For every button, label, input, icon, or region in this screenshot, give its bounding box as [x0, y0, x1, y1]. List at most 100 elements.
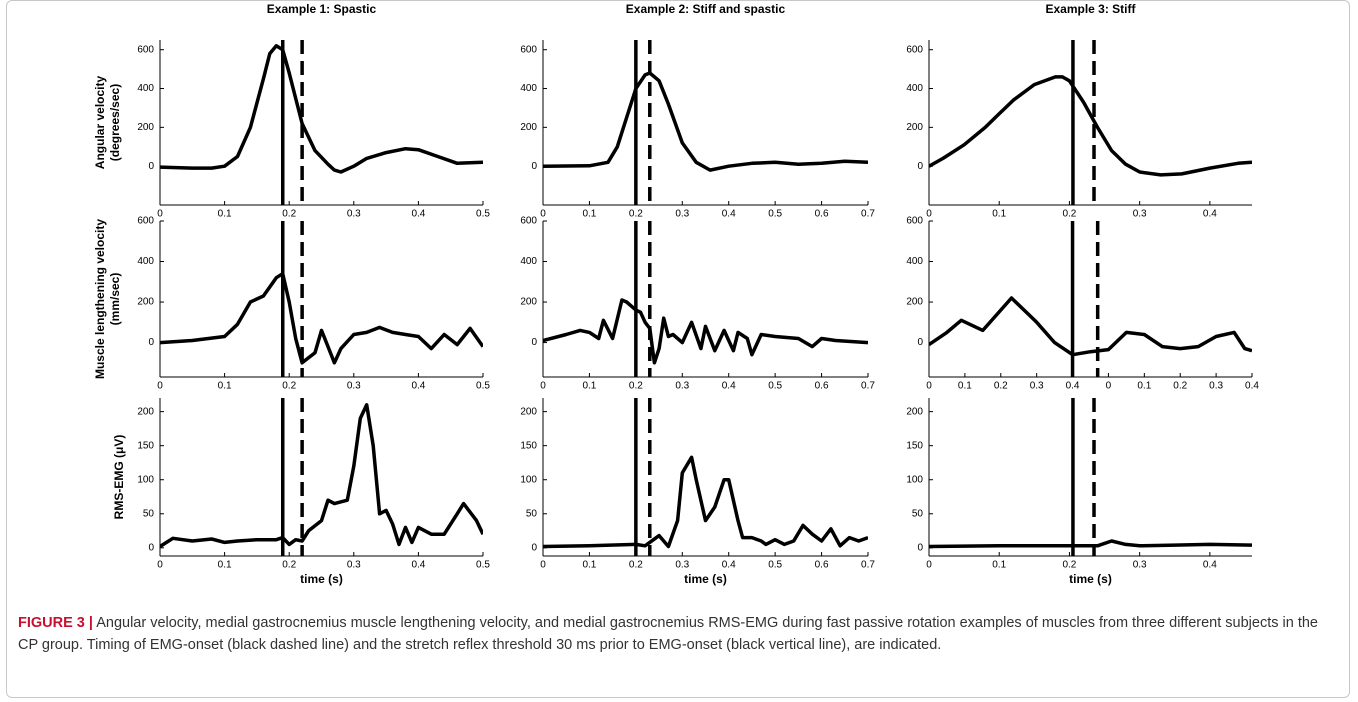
- x-tick-label: 0.5: [768, 209, 782, 220]
- chart-title: Example 2: Stiff and spastic: [626, 2, 786, 16]
- x-tick-label: 0.1: [582, 381, 596, 392]
- x-tick-label: 0.4: [1245, 381, 1259, 392]
- y-tick-label: 0: [531, 542, 537, 553]
- x-tick-label: 0.3: [1133, 560, 1147, 571]
- y-tick-label: 600: [906, 44, 923, 55]
- x-axis-label: time (s): [1069, 572, 1112, 586]
- x-axis-label: time (s): [684, 572, 727, 586]
- y-tick-label: 600: [137, 44, 154, 55]
- y-axis-label: RMS-EMG (μV): [112, 435, 126, 520]
- y-tick-label: 0: [148, 542, 154, 553]
- y-tick-label: 50: [912, 508, 924, 519]
- x-tick-label: 0.4: [411, 209, 425, 220]
- caption-text: Angular velocity, medial gastrocnemius m…: [18, 615, 1318, 653]
- x-tick-label: 0: [540, 560, 546, 571]
- x-tick-label: 0.5: [768, 381, 782, 392]
- y-axis-label: Muscle lengthening velocity: [93, 219, 107, 379]
- y-tick-label: 400: [906, 256, 923, 267]
- x-tick-label: 0: [926, 209, 932, 220]
- y-tick-label: 200: [906, 406, 923, 417]
- x-tick-label: 0.4: [722, 381, 736, 392]
- x-tick-label: 0.3: [1030, 381, 1044, 392]
- y-tick-label: 600: [137, 216, 154, 227]
- y-tick-label: 100: [137, 474, 154, 485]
- data-line: [160, 271, 483, 365]
- data-line: [929, 75, 1252, 177]
- x-tick-label: 0.5: [476, 381, 490, 392]
- x-tick-label: 0.2: [1062, 560, 1076, 571]
- y-tick-label: 200: [906, 297, 923, 308]
- data-line: [929, 539, 1252, 549]
- y-tick-label: 0: [531, 161, 537, 172]
- x-tick-label: 0.1: [218, 209, 232, 220]
- y-tick-label: 200: [137, 122, 154, 133]
- x-axis-label: time (s): [300, 572, 343, 586]
- y-tick-label: 100: [906, 474, 923, 485]
- x-tick-label: 0.3: [347, 560, 361, 571]
- x-tick-label: 0: [926, 381, 932, 392]
- y-tick-label: 0: [917, 542, 923, 553]
- x-tick-label: 0.4: [722, 560, 736, 571]
- y-tick-label: 200: [137, 297, 154, 308]
- y-tick-label: 150: [137, 440, 154, 451]
- x-tick-label: 0.2: [282, 381, 296, 392]
- x-tick-label: 0: [540, 381, 546, 392]
- x-tick-label: 0.1: [218, 560, 232, 571]
- y-tick-label: 600: [520, 44, 537, 55]
- x-tick-label: 0.1: [582, 560, 596, 571]
- x-tick-label: 0: [157, 560, 163, 571]
- y-tick-label: 200: [520, 406, 537, 417]
- y-tick-label: 0: [531, 337, 537, 348]
- y-tick-label: 50: [143, 508, 155, 519]
- x-tick-label: 0.4: [1066, 381, 1080, 392]
- x-tick-label: 0.3: [1209, 381, 1223, 392]
- x-tick-label: 0.4: [1203, 560, 1217, 571]
- x-tick-label: 0: [926, 560, 932, 571]
- x-tick-label: 0: [540, 209, 546, 220]
- chart-title: Example 3: Stiff: [1045, 2, 1136, 16]
- x-tick-label: 0.5: [768, 560, 782, 571]
- y-axis-label: (mm/sec): [108, 273, 122, 326]
- x-tick-label: 0.6: [815, 209, 829, 220]
- y-axis-label: Angular velocity: [93, 75, 107, 169]
- y-tick-label: 600: [906, 216, 923, 227]
- x-tick-label: 0.5: [476, 560, 490, 571]
- x-tick-label: 0.1: [992, 209, 1006, 220]
- y-tick-label: 400: [137, 83, 154, 94]
- x-tick-label: 0.2: [1173, 381, 1187, 392]
- y-tick-label: 150: [520, 440, 537, 451]
- chart-title: Example 1: Spastic: [267, 2, 377, 16]
- y-tick-label: 600: [520, 216, 537, 227]
- y-tick-label: 200: [520, 122, 537, 133]
- x-tick-label: 0.3: [347, 209, 361, 220]
- x-tick-label: 0.3: [1133, 209, 1147, 220]
- x-tick-label: 0: [157, 209, 163, 220]
- caption: FIGURE 3 | Angular velocity, medial gast…: [18, 612, 1338, 656]
- data-line: [929, 296, 1252, 357]
- x-tick-label: 0.1: [958, 381, 972, 392]
- y-tick-label: 400: [520, 83, 537, 94]
- y-tick-label: 400: [137, 256, 154, 267]
- x-tick-label: 0.1: [218, 381, 232, 392]
- x-tick-label: 0.2: [629, 560, 643, 571]
- data-line: [543, 455, 868, 549]
- x-tick-label: 0.5: [476, 209, 490, 220]
- y-tick-label: 400: [906, 83, 923, 94]
- x-tick-label: 0.7: [861, 209, 875, 220]
- x-tick-label: 0.7: [861, 381, 875, 392]
- x-tick-label: 0.2: [629, 381, 643, 392]
- y-tick-label: 150: [906, 440, 923, 451]
- y-tick-label: 200: [137, 406, 154, 417]
- x-tick-label: 0.1: [582, 209, 596, 220]
- x-tick-label: 0: [1106, 381, 1112, 392]
- x-tick-label: 0.3: [675, 560, 689, 571]
- figure-frame: [6, 0, 1350, 698]
- y-tick-label: 0: [148, 337, 154, 348]
- x-tick-label: 0.4: [411, 560, 425, 571]
- y-axis-label: (degrees/sec): [108, 84, 122, 161]
- y-tick-label: 200: [520, 297, 537, 308]
- x-tick-label: 0.2: [282, 560, 296, 571]
- x-tick-label: 0.4: [722, 209, 736, 220]
